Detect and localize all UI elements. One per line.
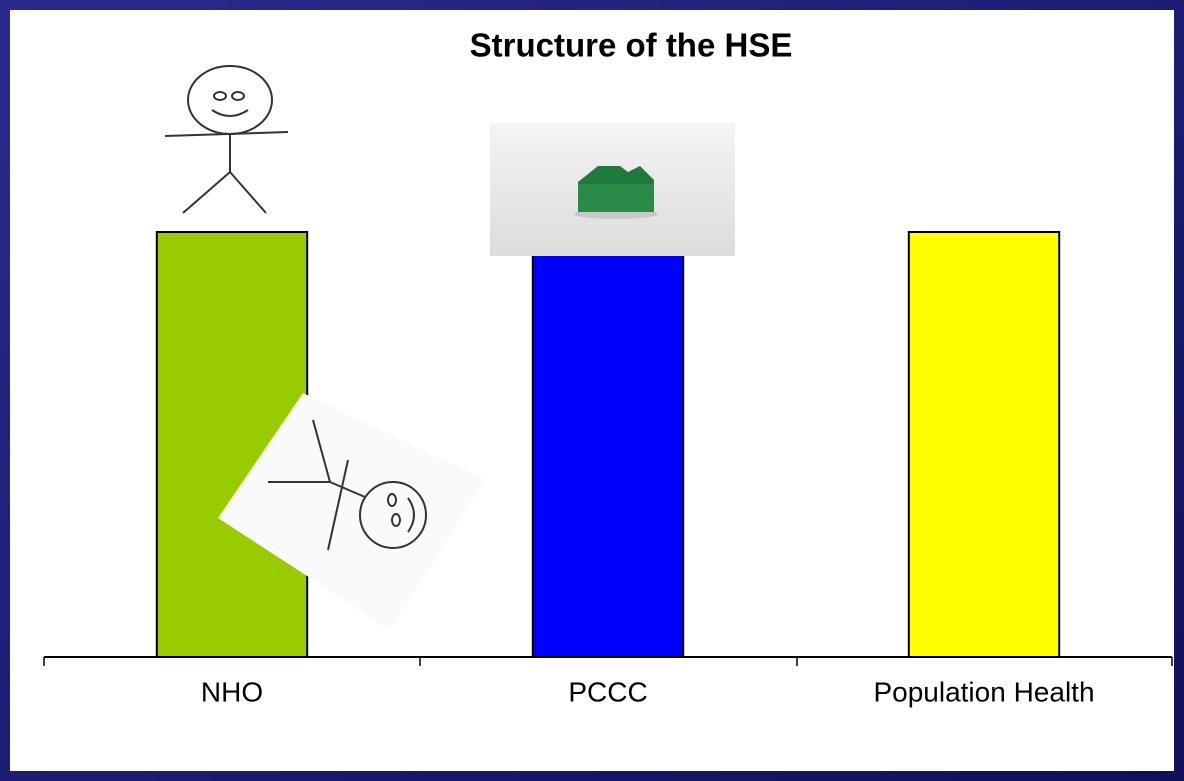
chart: Structure of the HSE NHOPCCCP (0, 0, 1184, 781)
house-photo (490, 123, 735, 256)
bar (909, 232, 1059, 657)
bar (533, 232, 683, 657)
x-tick-label: PCCC (568, 676, 647, 707)
chart-title: Structure of the HSE (470, 27, 793, 64)
page: Structure of the HSE NHOPCCCP (0, 0, 1184, 781)
x-tick-label: NHO (201, 676, 263, 707)
x-tick-label: Population Health (873, 676, 1094, 707)
